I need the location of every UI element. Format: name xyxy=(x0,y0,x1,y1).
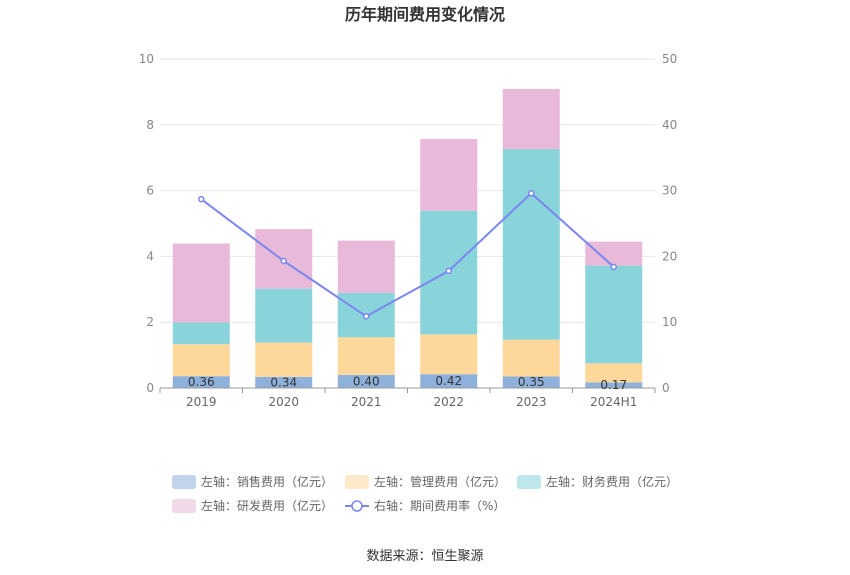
x-tick-label: 2019 xyxy=(186,395,217,409)
ratio-point xyxy=(198,195,205,203)
bar-segment-1 xyxy=(172,376,230,388)
ratio-point xyxy=(528,189,535,197)
legend: 左轴：销售费用（亿元） 左轴：管理费用（亿元） 左轴：财务费用（亿元） 左轴：研发费用… xyxy=(172,474,678,513)
x-tick-label: 2024H1 xyxy=(590,395,637,409)
bar-segment-4 xyxy=(585,241,643,266)
bar-segment-1 xyxy=(585,382,643,388)
left-tick-label: 0 xyxy=(146,381,154,395)
legend-swatch xyxy=(172,475,196,489)
x-tick-label: 2020 xyxy=(268,395,299,409)
right-tick-label: 50 xyxy=(662,52,677,66)
legend-label: 左轴：销售费用（亿元） xyxy=(201,474,333,489)
grid-lines xyxy=(160,58,655,323)
bar-segment-2 xyxy=(585,363,643,383)
bar-segment-1 xyxy=(420,374,478,388)
x-axis: 2019 2020 2021 2022 2023 2024H1 xyxy=(159,387,656,409)
legend-swatch xyxy=(517,475,541,489)
bar-value-label: 0.17 xyxy=(600,378,627,392)
ratio-point xyxy=(363,313,370,320)
right-tick-label: 10 xyxy=(662,315,677,329)
bar-segment-1 xyxy=(255,376,313,388)
ratio-point xyxy=(445,267,452,275)
bar-segment-3 xyxy=(502,149,560,340)
bar-segment-1 xyxy=(502,376,560,388)
ratio-point xyxy=(280,257,287,265)
expense-ratio-line xyxy=(198,189,617,320)
left-tick-label: 2 xyxy=(146,315,154,329)
bar-stacks xyxy=(172,88,643,388)
bar-segment-2 xyxy=(337,337,395,375)
bar-value-label: 0.34 xyxy=(270,375,297,389)
right-tick-label: 20 xyxy=(662,249,677,263)
legend-label: 左轴：管理费用（亿元） xyxy=(374,474,506,489)
x-tick-label: 2021 xyxy=(351,395,382,409)
bar-value-label: 0.42 xyxy=(435,374,462,388)
bar-segment-4 xyxy=(420,138,478,211)
left-axis-ticks: 0 2 4 6 8 10 xyxy=(139,52,154,395)
ratio-line xyxy=(200,191,615,318)
x-tick-label: 2022 xyxy=(433,395,464,409)
bar-value-label: 0.40 xyxy=(353,374,380,388)
bar-segment-3 xyxy=(585,265,643,364)
left-tick-label: 6 xyxy=(146,184,154,198)
bar-segment-1 xyxy=(337,374,395,388)
source-note: 数据来源：恒生聚源 xyxy=(366,549,483,564)
x-tick-label: 2023 xyxy=(516,395,547,409)
bar-labels: 0.36 0.34 0.40 0.42 0.35 0.17 xyxy=(188,374,627,392)
bar-segment-2 xyxy=(255,342,313,377)
bar-segment-4 xyxy=(172,243,230,323)
right-tick-label: 40 xyxy=(662,118,677,132)
chart-title: 历年期间费用变化情况 xyxy=(345,5,505,24)
legend-line-marker xyxy=(351,500,363,512)
left-tick-label: 10 xyxy=(139,52,154,66)
ratio-point xyxy=(610,263,617,271)
bar-segment-4 xyxy=(337,240,395,293)
right-tick-label: 30 xyxy=(662,184,677,198)
bar-segment-3 xyxy=(255,288,313,343)
legend-swatch xyxy=(172,499,196,513)
legend-swatch xyxy=(345,475,369,489)
legend-label: 左轴：财务费用（亿元） xyxy=(546,474,678,489)
left-tick-label: 8 xyxy=(146,118,154,132)
legend-label: 右轴：期间费用率（%） xyxy=(374,498,505,513)
bar-value-label: 0.36 xyxy=(188,375,215,389)
bar-value-label: 0.35 xyxy=(518,375,545,389)
right-tick-label: 0 xyxy=(662,381,670,395)
bar-segment-2 xyxy=(502,339,560,377)
right-axis-ticks: 0 10 20 30 40 50 xyxy=(662,52,677,395)
left-tick-label: 4 xyxy=(146,249,154,263)
bar-segment-2 xyxy=(420,334,478,375)
bar-segment-3 xyxy=(172,322,230,345)
bar-segment-2 xyxy=(172,344,230,377)
bar-segment-4 xyxy=(502,88,560,150)
legend-label: 左轴：研发费用（亿元） xyxy=(201,498,333,513)
